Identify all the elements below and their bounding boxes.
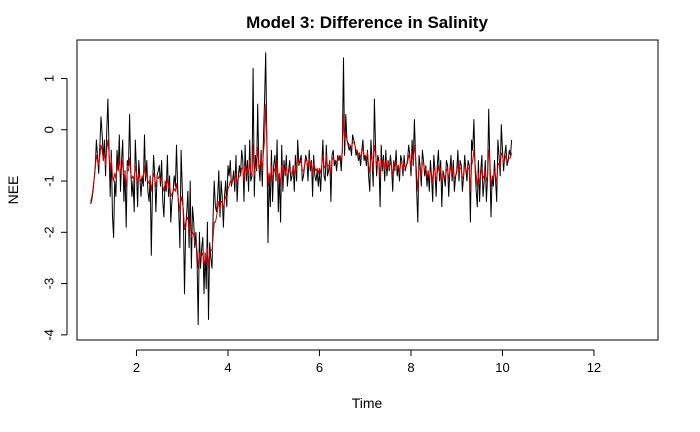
x-axis: 2 4 6 8 10 12 — [133, 349, 601, 375]
x-tick-label: 4 — [224, 360, 231, 375]
fitted-series-line — [90, 103, 513, 269]
x-tick-label: 6 — [316, 360, 323, 375]
x-tick-label: 10 — [495, 360, 509, 375]
y-tick-label: 0 — [42, 126, 57, 133]
y-tick-label: 1 — [42, 75, 57, 82]
chart-title: Model 3: Difference in Salinity — [246, 13, 488, 32]
y-axis-label: NEE — [5, 176, 21, 205]
x-tick-label: 2 — [133, 360, 140, 375]
y-tick-label: -3 — [42, 278, 57, 290]
observed-series-line — [90, 52, 513, 326]
x-tick-label: 8 — [407, 360, 414, 375]
x-axis-label: Time — [352, 395, 383, 411]
y-tick-label: -4 — [42, 329, 57, 341]
x-tick-label: 12 — [587, 360, 601, 375]
y-tick-label: -2 — [42, 227, 57, 239]
plot-frame — [76, 39, 659, 341]
series-layer — [90, 52, 513, 326]
y-axis: -4 -3 -2 -1 0 1 — [42, 75, 68, 341]
y-tick-label: -1 — [42, 175, 57, 187]
